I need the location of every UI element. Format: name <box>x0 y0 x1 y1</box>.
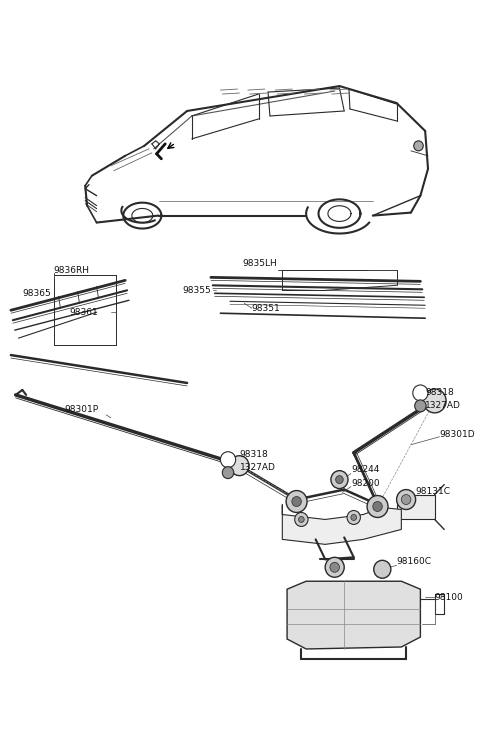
Text: 1327AD: 1327AD <box>240 463 276 472</box>
Circle shape <box>330 562 339 572</box>
Polygon shape <box>396 494 435 520</box>
Circle shape <box>336 476 343 484</box>
Circle shape <box>347 511 360 524</box>
Circle shape <box>292 497 301 506</box>
Circle shape <box>374 560 391 578</box>
Circle shape <box>295 512 308 527</box>
Circle shape <box>286 491 307 512</box>
Circle shape <box>414 141 423 151</box>
Circle shape <box>331 470 348 488</box>
Text: 98318: 98318 <box>240 450 268 459</box>
Text: 98244: 98244 <box>352 465 380 474</box>
Text: 98355: 98355 <box>182 286 211 295</box>
Text: 98301D: 98301D <box>440 430 475 439</box>
Circle shape <box>401 494 411 505</box>
Circle shape <box>222 467 234 479</box>
Text: 98301P: 98301P <box>64 405 98 414</box>
Circle shape <box>230 455 249 476</box>
Circle shape <box>415 400 426 412</box>
Text: 9835LH: 9835LH <box>242 259 277 268</box>
Polygon shape <box>287 581 420 649</box>
Polygon shape <box>282 505 401 545</box>
Text: 98318: 98318 <box>425 389 454 398</box>
Circle shape <box>220 452 236 467</box>
Text: 98351: 98351 <box>252 304 281 313</box>
Text: 1327AD: 1327AD <box>425 401 461 410</box>
Text: 98200: 98200 <box>352 479 381 488</box>
Text: 98365: 98365 <box>23 289 51 298</box>
Circle shape <box>396 490 416 509</box>
Circle shape <box>413 385 428 401</box>
Text: 9836RH: 9836RH <box>54 266 90 275</box>
Circle shape <box>373 502 382 512</box>
Circle shape <box>299 517 304 523</box>
Circle shape <box>423 389 446 413</box>
Circle shape <box>351 515 357 521</box>
Circle shape <box>325 557 344 577</box>
Text: 98160C: 98160C <box>396 557 432 565</box>
Circle shape <box>367 496 388 518</box>
Text: 98361: 98361 <box>69 308 98 317</box>
Text: 98131C: 98131C <box>416 487 451 496</box>
Text: 98100: 98100 <box>435 592 463 601</box>
